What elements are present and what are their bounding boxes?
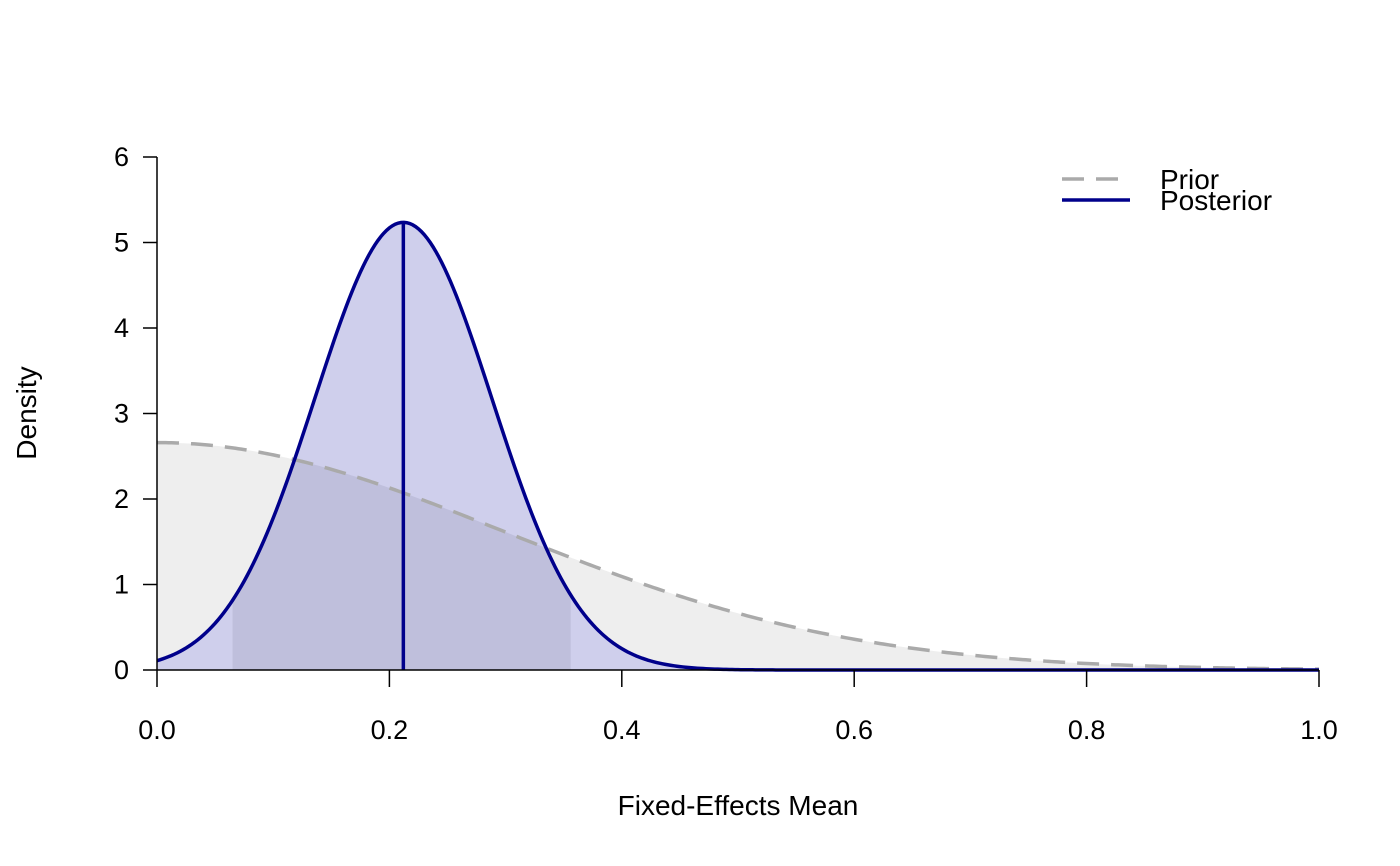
legend-prior-label: Prior (1160, 164, 1219, 195)
legend: Prior Posterior (1062, 164, 1272, 216)
density-fills (157, 222, 1319, 670)
y-tick-label: 5 (114, 228, 129, 258)
x-tick-label: 0.4 (603, 715, 641, 745)
y-tick-label: 4 (114, 313, 129, 343)
x-axis-title: Fixed-Effects Mean (618, 790, 859, 821)
axes: 0 1 2 3 4 5 6 0.0 0.2 0.4 0.6 0.8 1.0 (114, 142, 1338, 745)
x-tick-label: 0.8 (1068, 715, 1106, 745)
prior-curve (156, 440, 1320, 671)
y-tick-label: 6 (114, 142, 129, 172)
y-tick-label: 2 (114, 484, 129, 514)
x-tick-label: 0.6 (835, 715, 873, 745)
x-tick-label: 0.0 (138, 715, 176, 745)
x-tick-label: 0.2 (371, 715, 409, 745)
x-tick-label: 1.0 (1300, 715, 1338, 745)
y-tick-label: 3 (114, 399, 129, 429)
y-axis-title: Density (11, 366, 42, 459)
y-tick-label: 1 (114, 570, 129, 600)
y-tick-label: 0 (114, 655, 129, 685)
legend-posterior-label: Posterior (1160, 185, 1272, 216)
